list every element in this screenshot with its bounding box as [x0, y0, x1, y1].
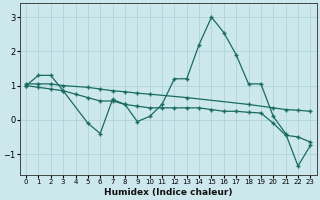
X-axis label: Humidex (Indice chaleur): Humidex (Indice chaleur)	[104, 188, 232, 197]
